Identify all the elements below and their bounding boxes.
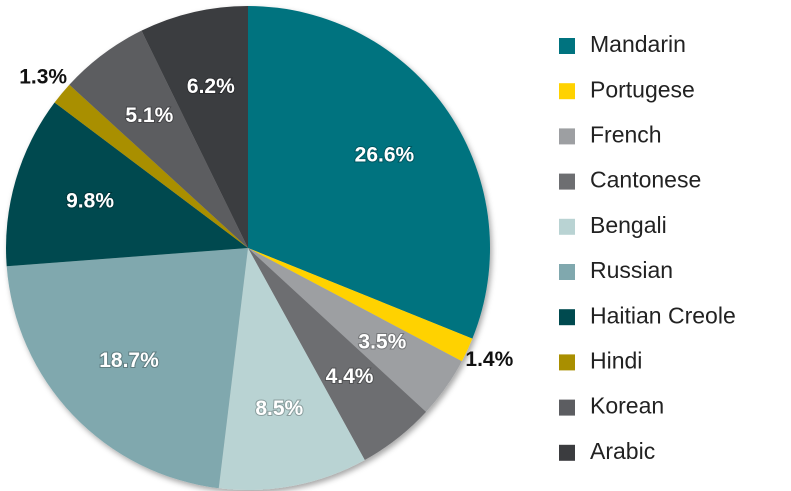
data-label: 5.1%	[125, 104, 173, 127]
pie-slice	[5, 102, 248, 267]
pie-slice	[6, 248, 249, 489]
legend-swatch	[559, 83, 575, 100]
legend-swatch	[559, 354, 575, 371]
pie-slice	[248, 248, 427, 460]
legend-swatch	[559, 173, 575, 190]
pie-slice	[248, 248, 473, 362]
pie-slice	[141, 6, 248, 248]
data-label: 26.6%	[355, 144, 415, 167]
pie-slice	[248, 248, 462, 412]
legend-label: Mandarin	[590, 31, 686, 57]
legend-swatch	[559, 309, 575, 326]
legend-swatch	[559, 218, 575, 235]
legend-label: French	[590, 121, 662, 147]
pie-slice	[218, 248, 365, 490]
legend-label: Arabic	[590, 438, 655, 464]
pie-slice	[69, 30, 248, 249]
legend-swatch	[559, 444, 575, 461]
legend-label: Russian	[590, 257, 673, 283]
data-label: 6.2%	[187, 75, 235, 98]
data-label: 3.5%	[358, 331, 406, 354]
data-label: 1.4%	[465, 348, 513, 371]
legend-swatch	[559, 38, 575, 54]
data-label: 1.3%	[19, 66, 67, 89]
legend-label: Hindi	[590, 347, 642, 373]
legend-label: Bengali	[590, 212, 667, 238]
legend: Mandarin Portugese French Cantonese Bengali R…	[559, 31, 736, 464]
legend-swatch	[559, 128, 575, 145]
data-label: 9.8%	[66, 189, 114, 212]
data-label: 18.7%	[99, 349, 159, 372]
legend-swatch	[559, 399, 575, 416]
pie-slice	[248, 6, 490, 339]
data-label: 4.4%	[326, 365, 374, 388]
legend-label: Cantonese	[590, 167, 701, 193]
legend-label: Portugese	[590, 76, 695, 102]
labels: 26.6% 1.4% 3.5% 4.4% 8.5% 18.7% 9.8% 1.3% 5.1% 6.…	[19, 66, 513, 422]
legend-swatch	[559, 264, 575, 280]
pie-slice	[54, 84, 249, 248]
data-label: 8.5%	[255, 397, 303, 420]
legend-label: Haitian Creole	[590, 302, 736, 328]
pie	[5, 6, 490, 490]
legend-label: Korean	[590, 393, 664, 419]
